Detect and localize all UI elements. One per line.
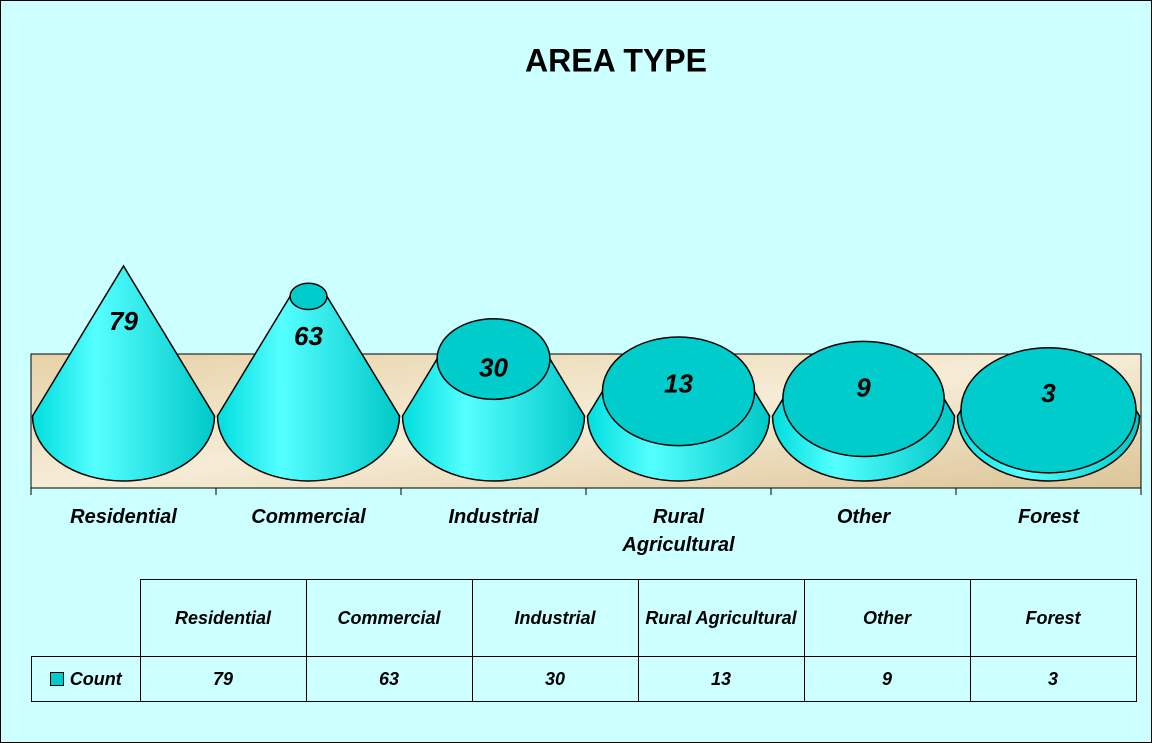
- table-header: Residential: [139, 579, 307, 657]
- table-header: Commercial: [305, 579, 473, 657]
- table-header: Industrial: [471, 579, 639, 657]
- data-label: 3: [1041, 378, 1056, 408]
- cone-top: [601, 336, 756, 447]
- cone-top: [289, 282, 328, 311]
- back-wall: [30, 353, 1142, 489]
- cone: [401, 358, 586, 482]
- x-tick-label: Commercial: [251, 506, 366, 528]
- data-label: 79: [109, 306, 138, 336]
- data-label: 13: [664, 369, 693, 399]
- table-value: 30: [471, 656, 639, 702]
- table-header: Other: [803, 579, 971, 657]
- x-tick-label: Forest: [1017, 506, 1080, 528]
- data-table: Residential Commercial Industrial Rural Agr…: [31, 579, 1137, 702]
- table-value: 9: [803, 656, 971, 702]
- x-tick-label: Rural Agricultural: [622, 506, 735, 556]
- table-header-row: Residential Commercial Industrial Rural Agr…: [31, 579, 1137, 657]
- cone-top: [436, 317, 551, 401]
- table-value: 79: [139, 656, 307, 702]
- chart-title: AREA TYPE: [525, 42, 707, 78]
- data-label: 30: [479, 352, 508, 382]
- cone-top: [960, 347, 1137, 474]
- table-value-row: Count 79 63 30 13 9 3: [31, 656, 1137, 702]
- cone: [216, 295, 401, 482]
- legend-key: [49, 671, 64, 686]
- data-label: 9: [856, 372, 871, 402]
- table-header: Forest: [969, 579, 1137, 657]
- x-tick-label: Industrial: [448, 506, 539, 528]
- table-value: 13: [637, 656, 805, 702]
- x-tick-label: Other: [836, 506, 891, 528]
- table-value: 3: [969, 656, 1137, 702]
- cone-top: [782, 340, 945, 458]
- table-corner: [31, 579, 141, 657]
- data-label: 63: [294, 321, 323, 351]
- cone: [31, 264, 216, 482]
- table-header: Rural Agricultural: [637, 579, 805, 657]
- legend-entry: Count: [31, 656, 141, 702]
- table-value: 63: [305, 656, 473, 702]
- legend-label: Count: [69, 668, 122, 689]
- x-tick-label: Residential: [70, 506, 177, 528]
